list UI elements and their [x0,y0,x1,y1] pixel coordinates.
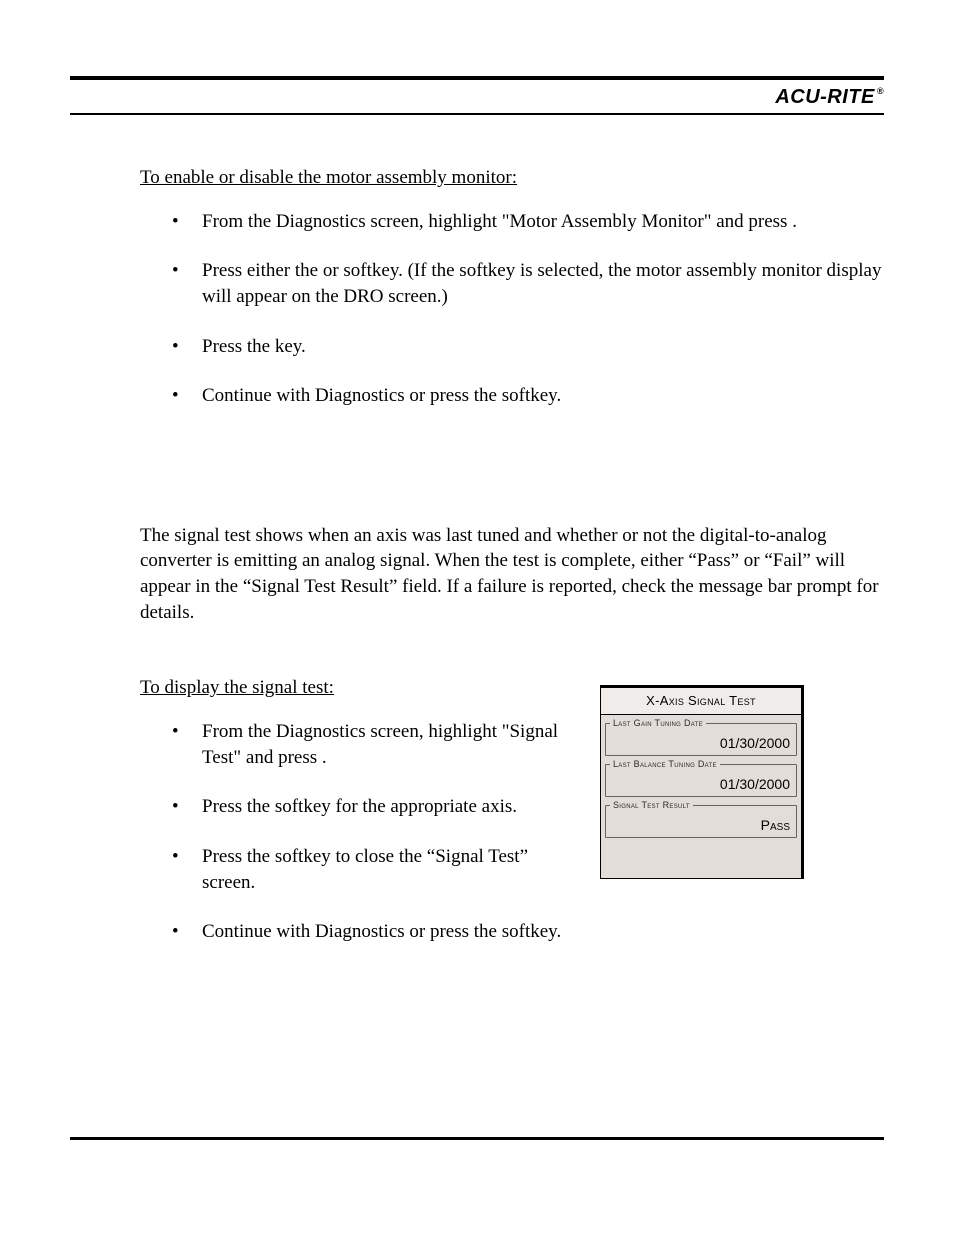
brand-logo: ACU-RITE® [775,86,884,109]
field-value: Pass [610,816,792,835]
field-label: Last Gain Tuning Date [610,717,706,729]
registered-mark: ® [877,86,884,96]
signal-test-panel-wrap: X-Axis Signal Test Last Gain Tuning Date… [600,685,804,878]
section2-list: From the Diagnostics screen, highlight "… [140,719,570,945]
list-item: Press the softkey to close the “Signal T… [154,844,570,895]
field-value: 01/30/2000 [610,734,792,753]
field-label: Signal Test Result [610,799,693,811]
brand-name: ACU-RITE [775,86,875,108]
section1-list: From the Diagnostics screen, highlight "… [140,209,900,409]
signal-test-paragraph: The signal test shows when an axis was l… [140,523,900,626]
footer-rule [70,1137,884,1140]
brand-row: ACU-RITE® [70,80,884,113]
field-gain-date: Last Gain Tuning Date 01/30/2000 [605,723,797,756]
field-test-result: Signal Test Result Pass [605,805,797,838]
section2-heading: To display the signal test: [140,675,570,701]
field-balance-date: Last Balance Tuning Date 01/30/2000 [605,764,797,797]
field-label: Last Balance Tuning Date [610,758,720,770]
list-item: Press the key. [154,334,900,360]
list-item: Continue with Diagnostics or press the s… [154,383,900,409]
section2-row: To display the signal test: From the Dia… [140,675,900,968]
field-value: 01/30/2000 [610,775,792,794]
list-item: From the Diagnostics screen, highlight "… [154,209,900,235]
page: ACU-RITE® To enable or disable the motor… [0,0,954,1235]
page-content: To enable or disable the motor assembly … [70,115,900,969]
panel-title: X-Axis Signal Test [601,688,801,715]
section1-heading: To enable or disable the motor assembly … [140,165,900,191]
list-item: Press the softkey for the appropriate ax… [154,794,570,820]
list-item: Press either the or softkey. (If the sof… [154,258,900,309]
list-item: Continue with Diagnostics or press the s… [154,919,570,945]
signal-test-panel: X-Axis Signal Test Last Gain Tuning Date… [600,685,804,878]
list-item: From the Diagnostics screen, highlight "… [154,719,570,770]
section2-text: To display the signal test: From the Dia… [140,675,570,968]
